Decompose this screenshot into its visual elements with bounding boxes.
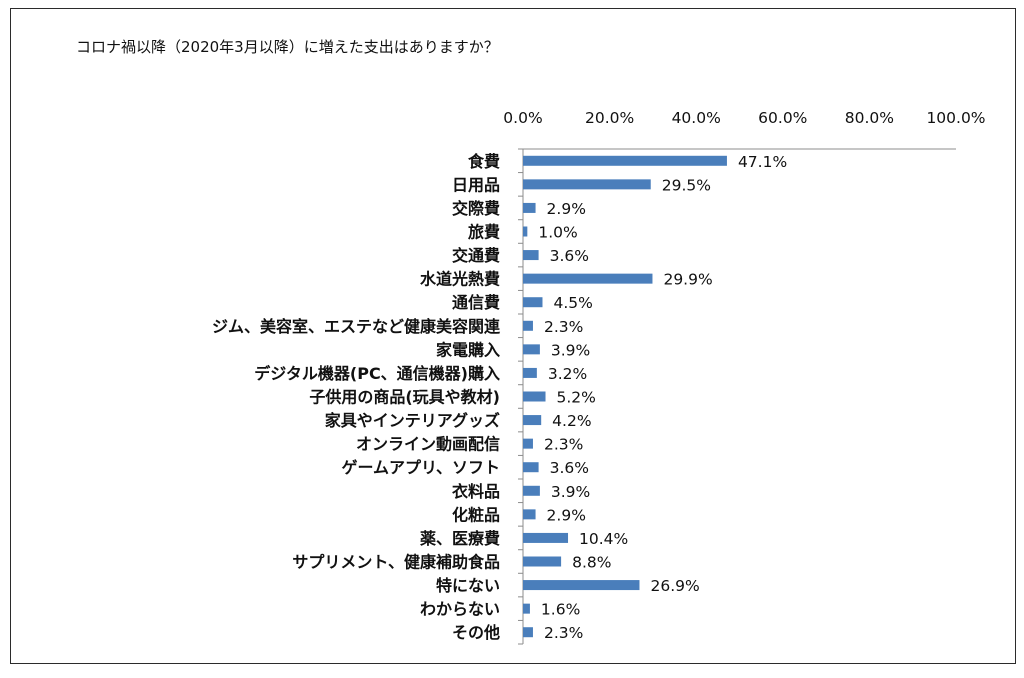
bar — [523, 226, 528, 237]
x-axis-ticks: 0.0% 20.0% 40.0% 60.0% 80.0% 100.0% — [503, 109, 985, 127]
bar — [523, 320, 533, 331]
value-label: 2.9% — [547, 506, 586, 524]
category-label: 化粧品 — [452, 505, 500, 524]
value-label: 47.1% — [738, 153, 787, 171]
category-label: 旅費 — [468, 223, 500, 242]
bar — [523, 580, 640, 591]
bar — [523, 485, 540, 496]
value-label: 29.9% — [663, 271, 712, 289]
value-label: 2.3% — [544, 624, 583, 642]
category-label: 薬、医療費 — [419, 529, 500, 548]
category-label: 食費 — [467, 152, 500, 171]
value-label: 26.9% — [650, 577, 699, 595]
value-label: 1.0% — [538, 224, 577, 242]
bars — [523, 155, 727, 638]
category-label: 衣料品 — [452, 482, 500, 501]
value-label: 10.4% — [579, 530, 628, 548]
value-label: 3.6% — [550, 459, 589, 477]
bar — [523, 155, 727, 166]
category-label: ジム、美容室、エステなど健康美容関連 — [212, 317, 501, 336]
value-label: 2.3% — [544, 318, 583, 336]
bar — [523, 344, 540, 355]
bar — [523, 462, 539, 473]
category-label: その他 — [452, 623, 500, 642]
bar — [523, 556, 562, 567]
chart-title: コロナ禍以降（2020年3月以降）に増えた支出はありますか？ — [76, 38, 499, 56]
value-label: 5.2% — [557, 389, 596, 407]
value-label: 3.6% — [550, 247, 589, 265]
value-label: 4.2% — [552, 412, 591, 430]
bar — [523, 202, 536, 213]
category-label: 特にない — [436, 576, 500, 595]
category-label: わからない — [420, 600, 500, 619]
bar — [523, 273, 653, 284]
bar — [523, 250, 539, 261]
x-tick-label: 40.0% — [672, 109, 721, 127]
category-label: 通信費 — [452, 293, 500, 312]
category-label: ゲームアプリ、ソフト — [341, 458, 500, 477]
bar — [523, 179, 651, 190]
category-labels: 食費日用品交際費旅費交通費水道光熱費通信費ジム、美容室、エステなど健康美容関連家… — [212, 152, 501, 642]
value-label: 2.3% — [544, 436, 583, 454]
category-label: オンライン動画配信 — [356, 435, 500, 454]
x-tick-label: 100.0% — [926, 109, 985, 127]
bar — [523, 391, 546, 402]
x-tick-label: 60.0% — [758, 109, 807, 127]
value-label: 3.9% — [551, 341, 590, 359]
value-label: 8.8% — [572, 554, 611, 572]
category-label: 交際費 — [452, 199, 500, 218]
value-label: 1.6% — [541, 601, 580, 619]
bar — [523, 627, 533, 638]
bar — [523, 603, 530, 614]
bar — [523, 367, 537, 378]
value-label: 3.9% — [551, 483, 590, 501]
category-label: サプリメント、健康補助食品 — [292, 553, 500, 572]
value-label: 2.9% — [547, 200, 586, 218]
category-label: 日用品 — [452, 175, 500, 194]
value-label: 29.5% — [662, 176, 711, 194]
category-label: 家電購入 — [436, 340, 500, 359]
category-label: 子供用の商品(玩具や教材) — [309, 388, 500, 407]
bar — [523, 415, 542, 426]
x-tick-label: 0.0% — [503, 109, 542, 127]
value-label: 4.5% — [553, 294, 592, 312]
category-label: 家具やインテリアグッズ — [325, 411, 500, 430]
bar — [523, 532, 569, 543]
category-label: 水道光熱費 — [420, 270, 500, 289]
value-labels: 47.1% 29.5% 2.9% 1.0% 3.6% 29.9% 4.5% 2.3% 3.9% 3… — [538, 153, 787, 642]
x-tick-label: 80.0% — [845, 109, 894, 127]
category-label: デジタル機器(PC、通信機器)購入 — [254, 364, 500, 383]
x-tick-label: 20.0% — [585, 109, 634, 127]
bar — [523, 509, 536, 520]
value-label: 3.2% — [548, 365, 587, 383]
bar — [523, 297, 543, 308]
chart-frame — [10, 8, 1016, 664]
category-label: 交通費 — [452, 246, 500, 265]
bar — [523, 438, 533, 449]
